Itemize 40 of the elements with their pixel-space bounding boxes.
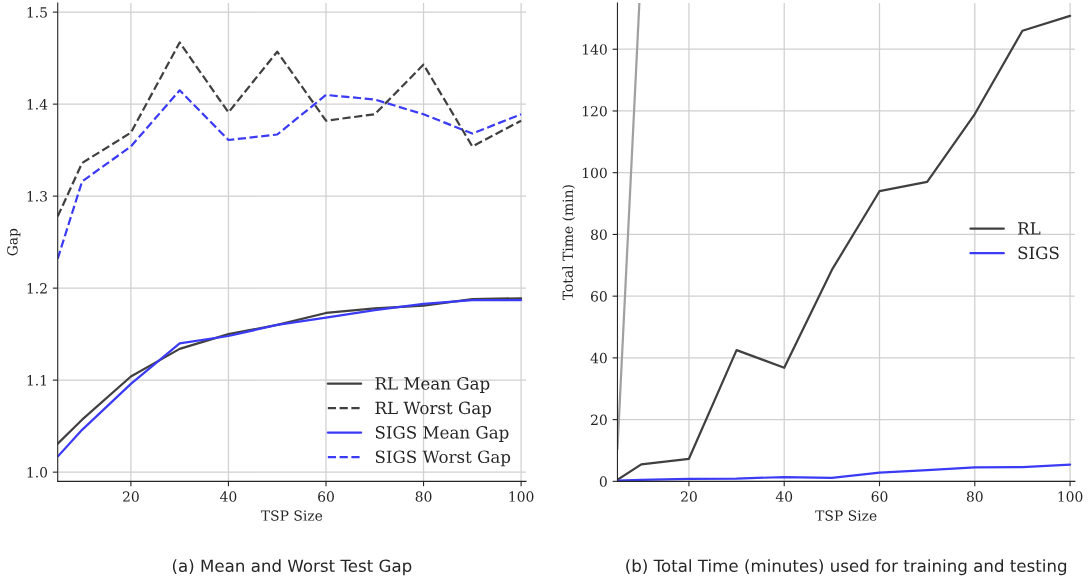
y-tick-label: 1.3 [27, 191, 47, 202]
y-axis-title: Gap [7, 228, 21, 256]
text: (b) Total Time (minutes) used for training and testing [626, 559, 1067, 576]
legend-label: RL Worst Gap [375, 401, 492, 418]
y-tick-label: 40 [590, 352, 607, 364]
x-axis-title: TSP Size [260, 510, 323, 521]
x-axis-title: TSP Size [815, 510, 877, 521]
y-tick-label: 1.4 [27, 99, 48, 110]
y-axis-title: Total Time (min) [562, 185, 575, 301]
y-tick-label: 100 [582, 167, 607, 179]
x-tick-label: 40 [220, 491, 237, 502]
line-series [617, 463, 1072, 482]
y-tick-label: 1.2 [27, 283, 47, 294]
x-tick-label: 40 [775, 491, 793, 502]
x-tick-label: 80 [966, 491, 983, 502]
y-tick-label: 140 [582, 44, 607, 55]
legend-label: SIGS Worst Gap [375, 450, 511, 467]
y-tick-label: 60 [591, 291, 607, 302]
x-tick-label: 80 [415, 491, 432, 502]
y-tick-label: 20 [591, 414, 607, 426]
x-tick-label: 20 [681, 491, 697, 502]
legend-label: SIGS Mean Gap [375, 426, 509, 442]
x-tick-label: 100 [1058, 491, 1083, 502]
line-series [617, 14, 1072, 481]
y-tick-label: 80 [591, 229, 607, 240]
legend-label: RL [1018, 222, 1041, 235]
line-series [57, 41, 523, 218]
y-tick-label: 1.5 [27, 7, 47, 18]
x-tick-label: 60 [318, 491, 334, 502]
y-tick-label: 1.1 [27, 375, 47, 386]
legend-label: RL Mean Gap [375, 377, 490, 393]
x-tick-label: 100 [509, 491, 534, 502]
x-tick-label: 20 [122, 491, 139, 502]
line-series [57, 89, 523, 260]
x-tick-label: 60 [871, 491, 888, 502]
y-tick-label: 1.0 [27, 467, 48, 478]
legend-label: SIGS [1018, 246, 1059, 260]
y-tick-label: 120 [582, 105, 607, 117]
text: (a) Mean and Worst Test Gap [172, 559, 412, 576]
y-tick-label: 0 [599, 476, 607, 487]
